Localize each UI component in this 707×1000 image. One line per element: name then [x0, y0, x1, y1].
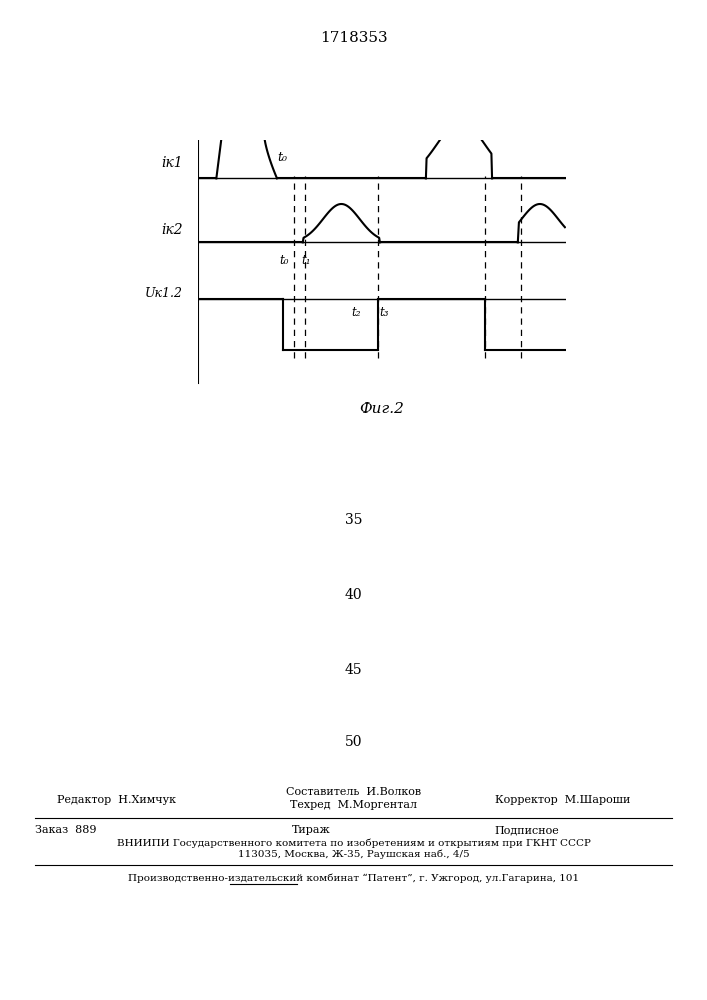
Text: 50: 50 — [345, 735, 362, 749]
Text: t₀: t₀ — [277, 151, 287, 164]
Text: Составитель  И.Волков: Составитель И.Волков — [286, 787, 421, 797]
Text: Редактор  Н.Химчук: Редактор Н.Химчук — [57, 795, 175, 805]
Text: iк2: iк2 — [162, 223, 183, 237]
Text: Техред  М.Моргентал: Техред М.Моргентал — [290, 800, 417, 810]
Text: t₀: t₀ — [279, 254, 289, 267]
Text: Тираж: Тираж — [292, 825, 330, 835]
Text: ВНИИПИ Государственного комитета по изобретениям и открытиям при ГКНТ СССР: ВНИИПИ Государственного комитета по изоб… — [117, 838, 590, 848]
Text: 45: 45 — [345, 663, 362, 677]
Text: 1718353: 1718353 — [320, 31, 387, 45]
Text: 35: 35 — [345, 513, 362, 527]
Text: t₂: t₂ — [351, 306, 361, 319]
Text: iк1: iк1 — [162, 156, 183, 170]
Text: 40: 40 — [345, 588, 362, 602]
Text: Производственно-издательский комбинат “Патент”, г. Ужгород, ул.Гагарина, 101: Производственно-издательский комбинат “П… — [128, 873, 579, 883]
Text: Корректор  М.Шароши: Корректор М.Шароши — [495, 795, 630, 805]
Text: t₃: t₃ — [379, 306, 388, 319]
Text: 113035, Москва, Ж-35, Раушская наб., 4/5: 113035, Москва, Ж-35, Раушская наб., 4/5 — [238, 849, 469, 859]
Text: Подписное: Подписное — [495, 825, 560, 835]
Text: t₁: t₁ — [302, 254, 311, 267]
Text: Uк1.2: Uк1.2 — [145, 287, 183, 300]
Text: Фиг.2: Фиг.2 — [359, 402, 404, 416]
Text: Заказ  889: Заказ 889 — [35, 825, 97, 835]
